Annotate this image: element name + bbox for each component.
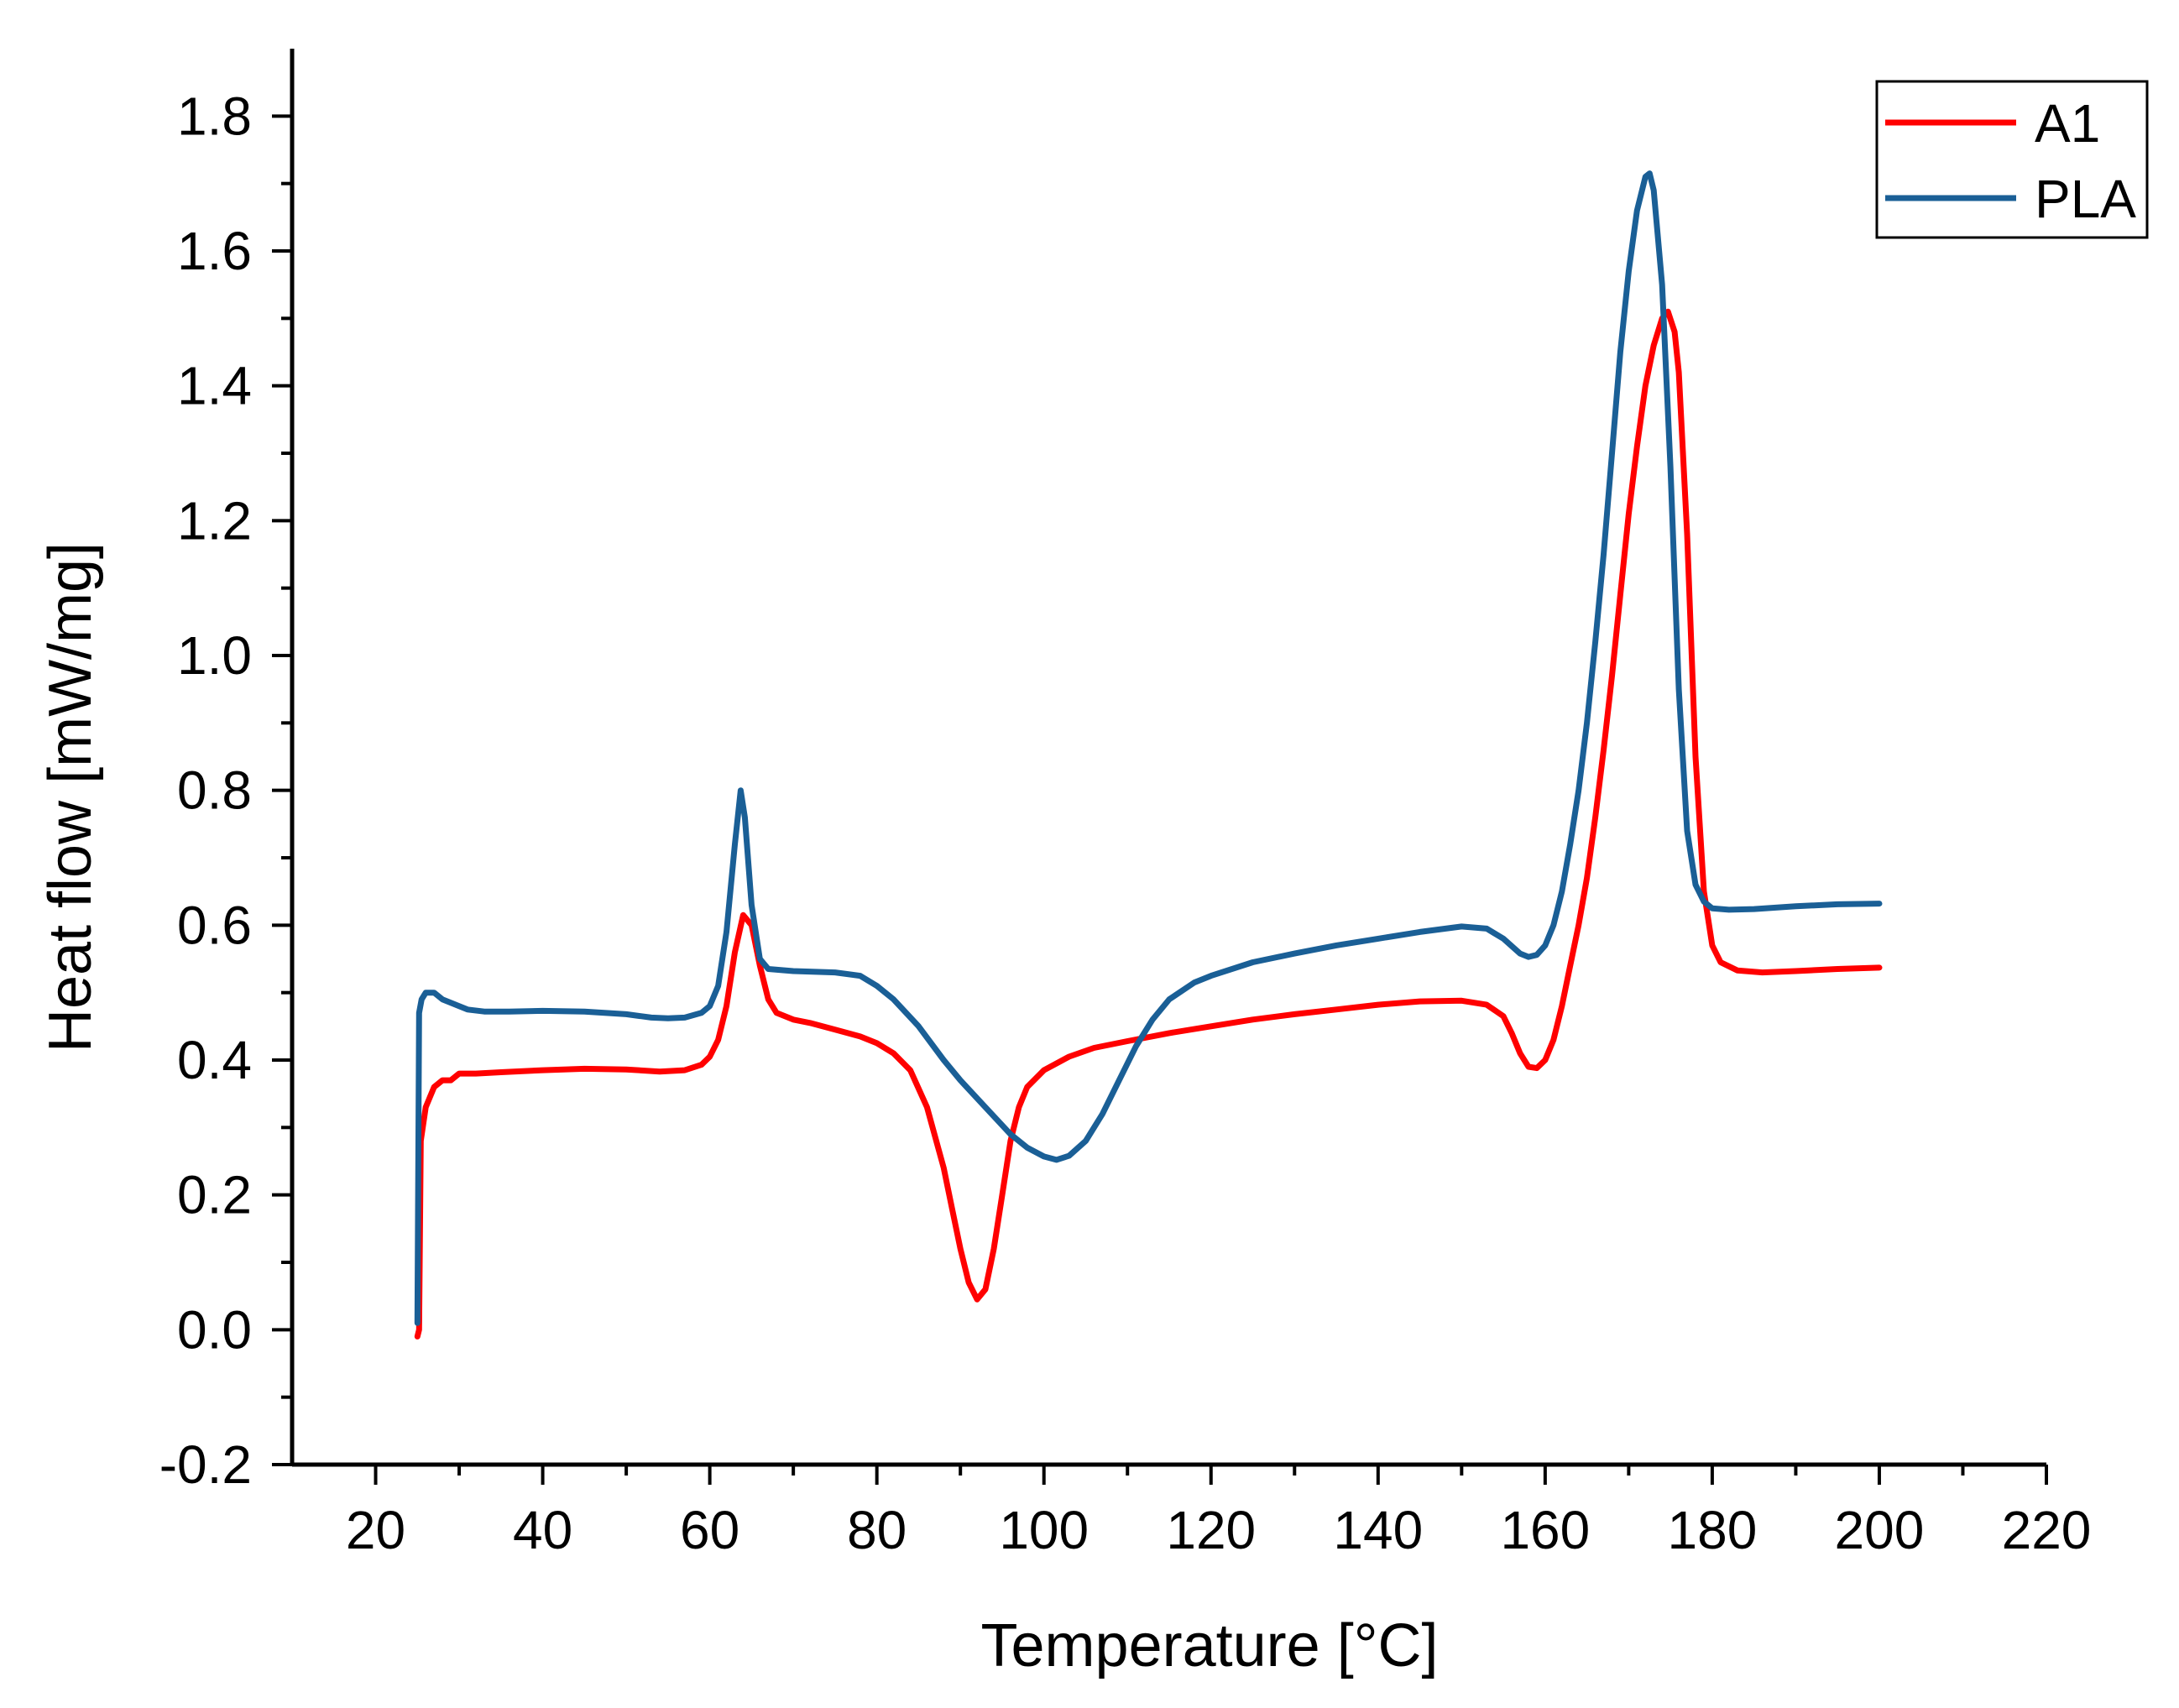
x-tick-label: 100 [999,1500,1089,1560]
y-tick-label: -0.2 [159,1434,252,1495]
x-tick-label: 20 [346,1500,405,1560]
y-tick-label: 0.4 [177,1030,252,1090]
x-axis-title: Temperature [°C] [981,1612,1439,1679]
x-tick-label: 80 [847,1500,907,1560]
x-tick-label: 220 [2002,1500,2092,1560]
y-tick-label: 0.0 [177,1299,252,1360]
y-tick-label: 1.4 [177,356,252,416]
x-tick-label: 140 [1333,1500,1423,1560]
x-tick-label: 160 [1500,1500,1590,1560]
x-tick-label: 180 [1668,1500,1758,1560]
legend: A1 PLA [1875,80,2149,239]
ticks-layer: 20 40 60 80 100 120 140 160 180 200 220 -0.2 0.0 0.2 0… [159,86,2092,1560]
y-tick-label: 0.8 [177,760,252,821]
series-line-a1 [414,308,1883,1340]
x-tick-label: 200 [1835,1500,1925,1560]
legend-label-pla: PLA [2035,169,2136,229]
axes-layer [290,49,2046,1467]
y-axis-title: Heat flow [mW/mg] [37,542,104,1052]
x-tick-label: 40 [513,1500,572,1560]
x-tick-label: 120 [1166,1500,1256,1560]
y-tick-label: 0.6 [177,895,252,955]
y-tick-label: 1.6 [177,221,252,281]
x-tick-label: 60 [680,1500,739,1560]
series-line-pla [414,170,1883,1326]
legend-box [1875,80,2149,239]
legend-label-a1: A1 [2035,93,2100,154]
y-tick-label: 1.8 [177,86,252,146]
y-tick-label: 1.2 [177,490,252,551]
y-tick-label: 1.0 [177,625,252,686]
y-tick-label: 0.2 [177,1165,252,1225]
series-layer [414,170,1883,1340]
